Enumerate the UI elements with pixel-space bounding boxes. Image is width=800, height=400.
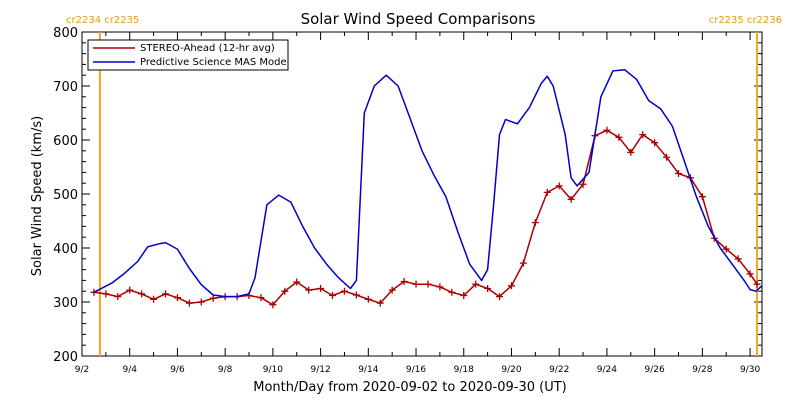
data-point [102,290,109,297]
x-tick-label: 9/22 [549,365,569,375]
x-tick-label: 9/26 [645,365,665,375]
x-tick-label: 9/24 [597,365,617,375]
y-axis-label: Solar Wind Speed (km/s) [30,116,45,276]
y-tick-label: 800 [53,26,78,41]
data-point [174,294,181,301]
x-axis-label: Month/Day from 2020-09-02 to 2020-09-30 … [253,380,566,395]
data-point [353,291,360,298]
data-point [198,299,205,306]
y-tick-label: 500 [53,188,78,203]
x-tick-label: 9/8 [218,365,233,375]
legend-label-model: Predictive Science MAS Model [140,57,289,68]
data-point [448,289,455,296]
y-tick-label: 200 [53,350,78,365]
x-tick-label: 9/14 [358,365,378,375]
data-point [365,296,372,303]
data-point [186,300,193,307]
x-tick-label: 9/30 [740,365,760,375]
chart-title: Solar Wind Speed Comparisons [301,10,536,28]
y-tick-label: 300 [53,296,78,311]
data-point [138,290,145,297]
x-tick-label: 9/16 [406,365,426,375]
x-tick-label: 9/4 [122,365,137,375]
x-tick-label: 9/10 [263,365,283,375]
series-1 [94,70,774,297]
x-tick-label: 9/20 [501,365,521,375]
data-point [126,287,133,294]
series-0 [90,127,760,308]
data-point [699,193,706,200]
solar-wind-chart: Solar Wind Speed Comparisons Solar Wind … [0,0,800,400]
data-point [317,285,324,292]
series-layer [90,70,773,308]
data-point [413,281,420,288]
plot-area-frame [82,32,762,356]
x-axis: 9/2 9/4 9/6 9/8 9/10 9/12 9/14 9/16 9/18 9/20 9/22… [75,32,761,375]
data-point [603,127,610,134]
data-point [341,288,348,295]
data-point [257,294,264,301]
data-point [532,219,539,226]
carrington-marker-label: cr2234 cr2235 [66,15,139,26]
data-point [162,290,169,297]
x-tick-label: 9/6 [170,365,185,375]
y-tick-label: 700 [53,80,78,95]
series-line [94,70,774,297]
carrington-marker-label: cr2235 cr2236 [709,15,782,26]
x-tick-label: 9/18 [454,365,474,375]
x-tick-label: 9/28 [692,365,712,375]
data-point [520,260,527,267]
data-point [114,293,121,300]
data-point [544,189,551,196]
x-tick-label: 9/12 [310,365,330,375]
legend-label-stereo: STEREO-Ahead (12-hr avg) [140,43,275,54]
y-axis: 200 300 400 500 600 700 800 [53,26,762,365]
y-tick-label: 400 [53,242,78,257]
legend: STEREO-Ahead (12-hr avg) Predictive Scie… [88,40,289,70]
x-tick-label: 9/2 [75,365,89,375]
data-point [424,281,431,288]
y-tick-label: 600 [53,134,78,149]
data-point [436,283,443,290]
data-point [329,292,336,299]
data-point [150,296,157,303]
